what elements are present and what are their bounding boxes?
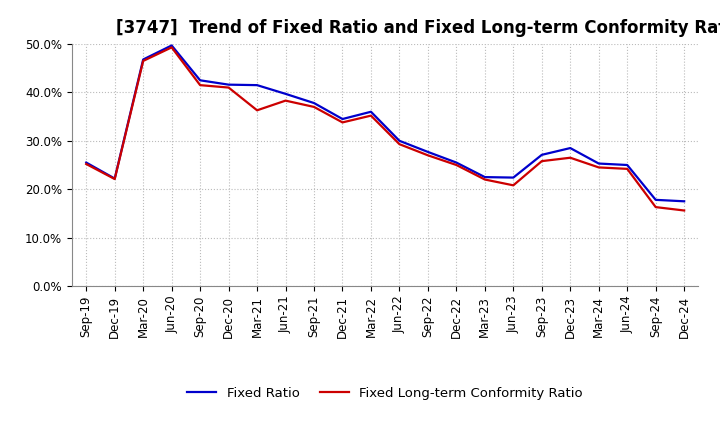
Fixed Ratio bbox=[110, 176, 119, 181]
Fixed Long-term Conformity Ratio bbox=[253, 108, 261, 113]
Fixed Long-term Conformity Ratio bbox=[680, 208, 688, 213]
Fixed Long-term Conformity Ratio bbox=[110, 176, 119, 182]
Fixed Ratio bbox=[82, 160, 91, 165]
Fixed Ratio bbox=[652, 197, 660, 202]
Fixed Ratio bbox=[509, 175, 518, 180]
Fixed Ratio bbox=[225, 82, 233, 87]
Fixed Ratio bbox=[196, 77, 204, 83]
Fixed Ratio bbox=[167, 43, 176, 48]
Fixed Ratio bbox=[595, 161, 603, 166]
Fixed Ratio bbox=[366, 109, 375, 114]
Fixed Ratio bbox=[395, 138, 404, 143]
Fixed Ratio bbox=[139, 57, 148, 62]
Fixed Long-term Conformity Ratio bbox=[366, 113, 375, 118]
Fixed Ratio bbox=[310, 100, 318, 106]
Fixed Long-term Conformity Ratio bbox=[452, 162, 461, 168]
Fixed Long-term Conformity Ratio bbox=[139, 58, 148, 63]
Fixed Ratio bbox=[537, 152, 546, 158]
Fixed Ratio bbox=[423, 149, 432, 154]
Fixed Ratio bbox=[480, 174, 489, 180]
Line: Fixed Ratio: Fixed Ratio bbox=[86, 45, 684, 202]
Fixed Long-term Conformity Ratio bbox=[395, 142, 404, 147]
Fixed Long-term Conformity Ratio bbox=[652, 205, 660, 210]
Legend: Fixed Ratio, Fixed Long-term Conformity Ratio: Fixed Ratio, Fixed Long-term Conformity … bbox=[182, 381, 588, 405]
Line: Fixed Long-term Conformity Ratio: Fixed Long-term Conformity Ratio bbox=[86, 48, 684, 210]
Fixed Ratio bbox=[452, 160, 461, 165]
Fixed Long-term Conformity Ratio bbox=[196, 83, 204, 88]
Fixed Long-term Conformity Ratio bbox=[338, 120, 347, 125]
Fixed Long-term Conformity Ratio bbox=[623, 166, 631, 172]
Fixed Ratio bbox=[282, 91, 290, 96]
Fixed Long-term Conformity Ratio bbox=[225, 85, 233, 90]
Fixed Ratio bbox=[680, 199, 688, 204]
Fixed Ratio bbox=[566, 145, 575, 150]
Fixed Long-term Conformity Ratio bbox=[480, 177, 489, 182]
Fixed Long-term Conformity Ratio bbox=[167, 45, 176, 50]
Fixed Ratio bbox=[253, 83, 261, 88]
Fixed Long-term Conformity Ratio bbox=[595, 165, 603, 170]
Fixed Long-term Conformity Ratio bbox=[423, 153, 432, 158]
Fixed Long-term Conformity Ratio bbox=[310, 104, 318, 110]
Fixed Ratio bbox=[623, 162, 631, 168]
Fixed Long-term Conformity Ratio bbox=[509, 183, 518, 188]
Fixed Ratio bbox=[338, 116, 347, 121]
Text: [3747]  Trend of Fixed Ratio and Fixed Long-term Conformity Ratio: [3747] Trend of Fixed Ratio and Fixed Lo… bbox=[116, 19, 720, 37]
Fixed Long-term Conformity Ratio bbox=[537, 158, 546, 164]
Fixed Long-term Conformity Ratio bbox=[282, 98, 290, 103]
Fixed Long-term Conformity Ratio bbox=[566, 155, 575, 160]
Fixed Long-term Conformity Ratio bbox=[82, 161, 91, 167]
